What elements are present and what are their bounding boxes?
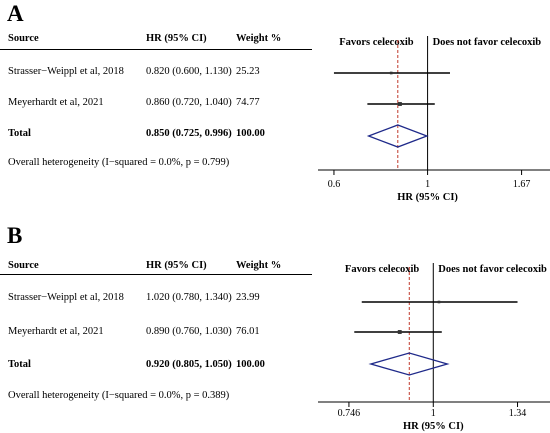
- forest-plot-b: Favors celecoxib Does not favor celecoxib…: [318, 263, 550, 432]
- total-weight: 100.00: [236, 359, 265, 370]
- favors-left-label: Favors celecoxib: [345, 264, 420, 275]
- study-point: [398, 102, 402, 106]
- x-tick-label: 0.746: [338, 408, 361, 419]
- heterogeneity-text: Overall heterogeneity (I−squared = 0.0%,…: [8, 390, 230, 401]
- study-source: Meyerhardt et al, 2021: [8, 326, 104, 337]
- header-weight: Weight %: [236, 260, 282, 271]
- forest-plot-a: Favors celecoxib Does not favor celecoxib…: [318, 36, 550, 203]
- total-weight: 100.00: [236, 128, 265, 139]
- study-point: [389, 71, 393, 75]
- x-axis-label: HR (95% CI): [403, 421, 464, 432]
- header-source: Source: [8, 260, 39, 271]
- favors-right-label: Does not favor celecoxib: [433, 37, 542, 48]
- total-hr: 0.850 (0.725, 0.996): [146, 128, 232, 139]
- favors-right-label: Does not favor celecoxib: [438, 264, 547, 275]
- study-hr: 0.860 (0.720, 1.040): [146, 97, 232, 108]
- study-hr: 0.820 (0.600, 1.130): [146, 66, 232, 77]
- study-point: [397, 330, 402, 334]
- forest-panel-a: A Source HR (95% CI) Weight % Strasser−W…: [0, 0, 550, 203]
- panel-label: B: [7, 223, 23, 248]
- header-hr: HR (95% CI): [146, 33, 207, 44]
- study-source: Strasser−Weippl et al, 2018: [8, 292, 124, 303]
- x-tick-label: 1.34: [509, 408, 527, 419]
- study-hr: 0.890 (0.760, 1.030): [146, 326, 232, 337]
- total-label: Total: [8, 359, 31, 370]
- header-rule: [0, 274, 312, 275]
- study-weight: 76.01: [236, 326, 260, 337]
- header-rule: [0, 49, 312, 50]
- pooled-diamond: [368, 352, 450, 376]
- forest-panel-b: B Source HR (95% CI) Weight % Strasser−W…: [0, 222, 550, 432]
- total-label: Total: [8, 128, 31, 139]
- header-source: Source: [8, 33, 39, 44]
- x-tick-label: 1.67: [513, 179, 531, 190]
- x-tick-label: 1: [425, 179, 430, 190]
- header-hr: HR (95% CI): [146, 260, 207, 271]
- study-hr: 1.020 (0.780, 1.340): [146, 292, 232, 303]
- total-hr: 0.920 (0.805, 1.050): [146, 359, 232, 370]
- study-weight: 25.23: [236, 66, 260, 77]
- favors-left-label: Favors celecoxib: [339, 37, 414, 48]
- study-weight: 23.99: [236, 292, 260, 303]
- x-tick-label: 1: [431, 408, 436, 419]
- x-tick-label: 0.6: [328, 179, 341, 190]
- panel-label: A: [7, 1, 24, 26]
- heterogeneity-text: Overall heterogeneity (I−squared = 0.0%,…: [8, 157, 230, 168]
- study-source: Meyerhardt et al, 2021: [8, 97, 104, 108]
- study-weight: 74.77: [236, 97, 260, 108]
- study-point: [437, 300, 441, 304]
- pooled-diamond: [366, 124, 429, 148]
- header-weight: Weight %: [236, 33, 282, 44]
- x-axis-label: HR (95% CI): [397, 192, 458, 203]
- study-source: Strasser−Weippl et al, 2018: [8, 66, 124, 77]
